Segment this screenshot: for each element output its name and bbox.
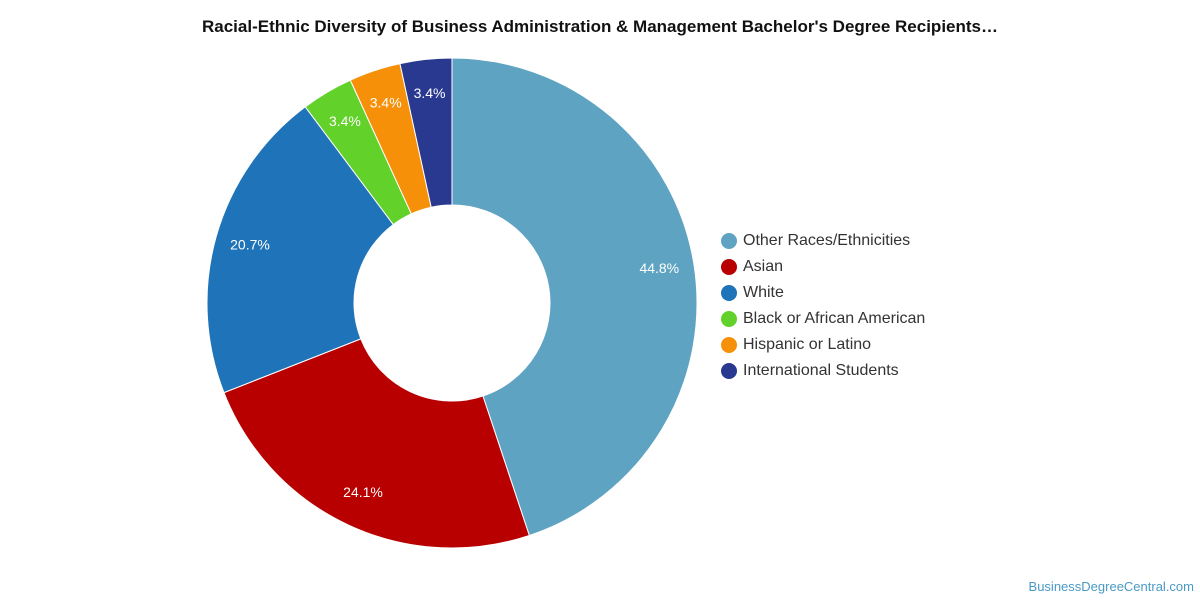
legend-label: Black or African American — [743, 310, 926, 327]
legend-label: Asian — [743, 258, 784, 275]
slice-label-asian: 24.1% — [343, 484, 383, 500]
legend-item-other-races-ethnicities[interactable]: Other Races/Ethnicities — [721, 228, 925, 254]
slice-asian[interactable] — [223, 338, 530, 549]
legend-swatch — [721, 285, 737, 301]
donut-slices — [206, 57, 698, 549]
legend-item-asian[interactable]: Asian — [721, 254, 925, 280]
slice-label-other-races-ethnicities: 44.8% — [639, 260, 679, 276]
chart-title: Racial-Ethnic Diversity of Business Admi… — [201, 17, 998, 36]
chart-legend: Other Races/Ethnicities Asian White Black o… — [721, 228, 925, 384]
legend-swatch — [721, 311, 737, 327]
slice-label-international-students: 3.4% — [414, 85, 446, 101]
legend-swatch — [721, 337, 737, 353]
slice-labels: 44.8% 24.1% 20.7% 3.4% 3.4% 3.4% — [230, 85, 679, 500]
legend-label: White — [743, 284, 784, 301]
legend-item-international-students[interactable]: International Students — [721, 358, 925, 384]
slice-international-students[interactable] — [399, 57, 453, 208]
slice-other-races-ethnicities[interactable] — [451, 57, 698, 537]
slice-label-black-or-african-american: 3.4% — [329, 113, 361, 129]
slice-white[interactable] — [206, 106, 395, 394]
legend-swatch — [721, 233, 737, 249]
legend-item-black-or-african-american[interactable]: Black or African American — [721, 306, 925, 332]
legend-item-white[interactable]: White — [721, 280, 925, 306]
source-credit[interactable]: BusinessDegreeCentral.com — [1028, 579, 1194, 594]
legend-label: International Students — [743, 362, 899, 379]
legend-label: Hispanic or Latino — [743, 336, 872, 353]
legend-label: Other Races/Ethnicities — [743, 232, 911, 249]
legend-swatch — [721, 363, 737, 379]
slice-label-hispanic-or-latino: 3.4% — [370, 94, 402, 110]
legend-item-hispanic-or-latino[interactable]: Hispanic or Latino — [721, 332, 925, 358]
legend-swatch — [721, 259, 737, 275]
slice-label-white: 20.7% — [230, 236, 270, 252]
